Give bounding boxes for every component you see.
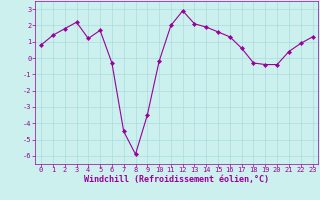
X-axis label: Windchill (Refroidissement éolien,°C): Windchill (Refroidissement éolien,°C)	[84, 175, 269, 184]
